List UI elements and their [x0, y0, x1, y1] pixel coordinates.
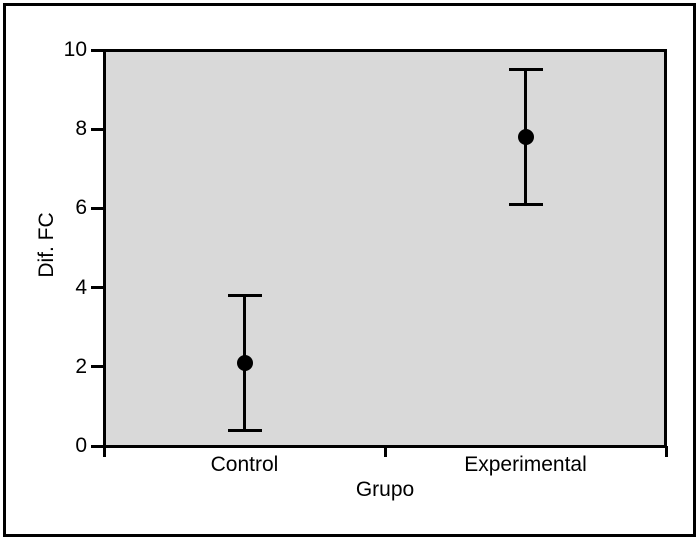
x-tick-1	[383, 446, 387, 457]
error-bar-cap-top-experimental	[508, 68, 543, 72]
error-bar-cap-bottom-experimental	[508, 202, 543, 206]
y-tick-4	[91, 286, 104, 290]
y-tick-label-0: 0	[75, 434, 87, 457]
y-tick-6	[91, 206, 104, 210]
y-tick-8	[91, 127, 104, 131]
x-tick-0	[102, 446, 106, 457]
figure-border	[3, 3, 696, 537]
error-bar-cap-bottom-control	[227, 428, 262, 432]
error-bar-cap-top-control	[227, 294, 262, 298]
data-point-experimental	[517, 129, 534, 146]
y-tick-label-2: 2	[75, 354, 87, 378]
y-tick-0	[91, 444, 104, 448]
x-axis-title: Grupo	[355, 478, 415, 501]
y-axis-title: Dif. FC	[35, 212, 58, 278]
category-label-experimental: Experimental	[464, 453, 587, 476]
y-tick-2	[91, 365, 104, 369]
category-label-control: Control	[210, 453, 279, 476]
y-tick-label-10: 10	[63, 38, 87, 61]
plot-area	[103, 49, 667, 448]
y-tick-label-4: 4	[75, 275, 87, 299]
x-tick-2	[664, 446, 668, 457]
y-tick-label-6: 6	[75, 196, 87, 220]
y-tick-label-8: 8	[75, 117, 87, 141]
y-tick-10	[91, 48, 104, 52]
data-point-control	[236, 354, 253, 371]
